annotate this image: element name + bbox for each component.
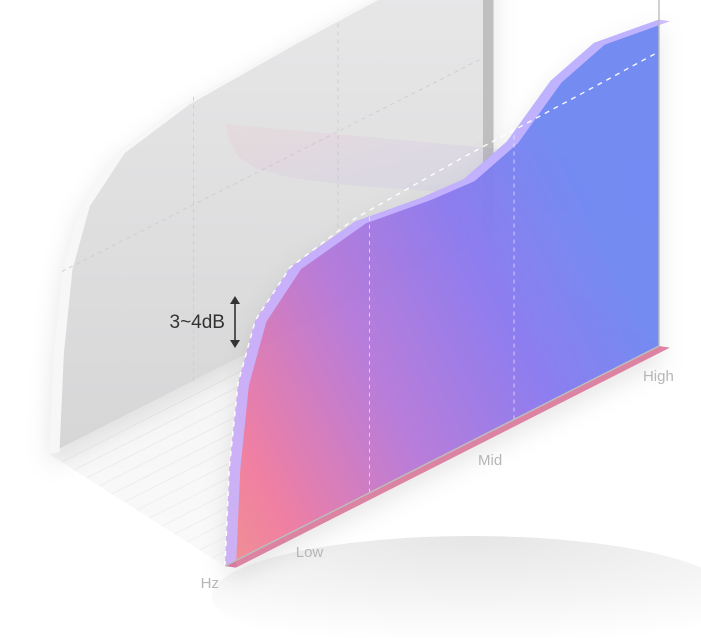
- x-tick-label: Mid: [478, 452, 502, 469]
- x-tick-label: High: [643, 368, 674, 385]
- frequency-response-3d-chart: HzLowMidHighdB 3~4dB: [0, 0, 701, 638]
- x-tick-label: Low: [296, 544, 324, 561]
- x-axis-origin-label: Hz: [201, 575, 219, 592]
- db-difference-label: 3~4dB: [170, 312, 225, 333]
